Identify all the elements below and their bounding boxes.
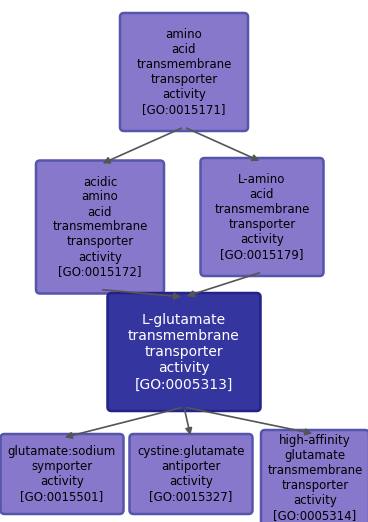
FancyBboxPatch shape [0, 434, 124, 514]
FancyBboxPatch shape [130, 434, 252, 514]
FancyBboxPatch shape [120, 13, 248, 131]
Text: high-affinity
glutamate
transmembrane
transporter
activity
[GO:0005314]: high-affinity glutamate transmembrane tr… [267, 434, 363, 522]
FancyBboxPatch shape [261, 430, 368, 522]
FancyBboxPatch shape [36, 160, 164, 293]
Text: acidic
amino
acid
transmembrane
transporter
activity
[GO:0015172]: acidic amino acid transmembrane transpor… [52, 175, 148, 279]
FancyBboxPatch shape [201, 158, 323, 276]
Text: L-amino
acid
transmembrane
transporter
activity
[GO:0015179]: L-amino acid transmembrane transporter a… [214, 173, 310, 261]
Text: glutamate:sodium
symporter
activity
[GO:0015501]: glutamate:sodium symporter activity [GO:… [8, 445, 116, 503]
Text: cystine:glutamate
antiporter
activity
[GO:0015327]: cystine:glutamate antiporter activity [G… [137, 445, 245, 503]
FancyBboxPatch shape [107, 293, 261, 411]
Text: amino
acid
transmembrane
transporter
activity
[GO:0015171]: amino acid transmembrane transporter act… [136, 28, 232, 116]
Text: L-glutamate
transmembrane
transporter
activity
[GO:0005313]: L-glutamate transmembrane transporter ac… [128, 313, 240, 392]
